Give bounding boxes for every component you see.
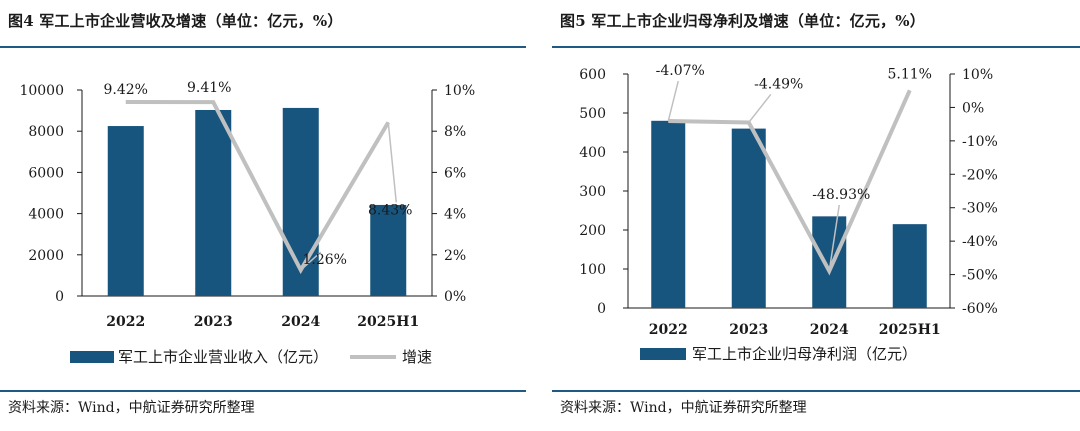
left-axis-tick-label: 10000 xyxy=(19,83,64,99)
figure-title: 图4 军工上市企业营收及增速（单位：亿元，%） xyxy=(8,12,343,30)
top-rule xyxy=(0,46,526,48)
right-axis-tick-label: 6% xyxy=(444,165,466,181)
net-profit-chart-panel: 图5 军工上市企业归母净利及增速（单位：亿元，%） 0 100 200 300 400 5… xyxy=(552,0,1080,431)
bar xyxy=(731,128,766,308)
bottom-rule xyxy=(0,390,526,392)
net-profit-chart: 0 100 200 300 400 500 600 -60% -50% -40% -30% -20% -… xyxy=(579,63,998,363)
left-axis-tick-label: 400 xyxy=(579,145,606,161)
category-label: 2024 xyxy=(810,322,849,338)
right-axis-tick-label: 10% xyxy=(962,67,993,83)
label-leader-line xyxy=(300,251,322,271)
left-axis-tick-label: 600 xyxy=(579,67,606,83)
label-leader-line xyxy=(748,93,772,123)
label-leader-line xyxy=(387,122,397,203)
category-label: 2022 xyxy=(106,314,145,330)
right-axis-tick-label: 10% xyxy=(444,83,475,99)
right-axis-tick-label: -20% xyxy=(962,167,998,183)
left-axis-tick-label: 4000 xyxy=(28,207,64,223)
growth-data-label: 1.26% xyxy=(303,252,347,268)
category-label: 2023 xyxy=(194,314,233,330)
source-note: 资料来源：Wind，中航证券研究所整理 xyxy=(8,400,255,416)
growth-data-label: 9.42% xyxy=(104,82,148,98)
left-axis-tick-label: 500 xyxy=(579,106,606,122)
label-leader-line xyxy=(667,80,679,122)
right-axis-tick-label: -50% xyxy=(962,268,998,284)
category-label: 2025H1 xyxy=(879,322,941,338)
bottom-rule xyxy=(552,390,1080,392)
left-axis-tick-label: 0 xyxy=(597,301,606,317)
source-note: 资料来源：Wind，中航证券研究所整理 xyxy=(560,400,807,416)
label-leader-line xyxy=(828,204,840,272)
right-axis-tick-label: 0% xyxy=(444,289,466,305)
left-axis-tick-label: 200 xyxy=(579,223,606,239)
right-axis-tick-label: -40% xyxy=(962,234,998,250)
growth-line xyxy=(125,99,390,275)
legend-bar-swatch xyxy=(640,348,686,360)
left-axis-tick-label: 0 xyxy=(55,289,64,305)
category-label: 2023 xyxy=(729,322,768,338)
category-label: 2022 xyxy=(649,322,688,338)
category-label: 2024 xyxy=(281,314,320,330)
left-axis-tick-label: 2000 xyxy=(28,248,64,264)
right-axis-tick-label: 8% xyxy=(444,124,466,140)
revenue-chart: 0 2000 4000 6000 8000 10000 0% 2% 4% 6% 8% 10% 2022 2… xyxy=(19,80,475,366)
right-axis-tick-label: -10% xyxy=(962,134,998,150)
bar xyxy=(812,216,847,308)
legend-bar-label: 军工上市企业归母净利润（亿元） xyxy=(692,345,917,363)
bar xyxy=(370,204,407,296)
growth-line xyxy=(668,89,912,276)
left-axis-tick-label: 300 xyxy=(579,184,606,200)
right-axis-tick-label: 4% xyxy=(444,207,466,223)
right-axis-tick-label: -30% xyxy=(962,201,998,217)
left-axis-tick-label: 100 xyxy=(579,262,606,278)
left-axis-tick-label: 6000 xyxy=(28,165,64,181)
right-axis-tick-label: 2% xyxy=(444,248,466,264)
left-axis-tick-label: 8000 xyxy=(28,124,64,140)
bar xyxy=(651,120,686,308)
legend-line-label: 增速 xyxy=(402,348,432,366)
right-axis-tick-label: 0% xyxy=(962,100,984,116)
growth-data-label: -4.07% xyxy=(656,63,705,79)
bar xyxy=(892,224,927,308)
bar xyxy=(107,126,144,296)
legend-bar-swatch xyxy=(70,351,114,363)
revenue-chart-panel: 图4 军工上市企业营收及增速（单位：亿元，%） 0 2000 4000 6000 800… xyxy=(0,0,526,431)
bar xyxy=(195,109,232,296)
right-axis-tick-label: -60% xyxy=(962,301,998,317)
growth-data-label: 5.11% xyxy=(888,66,932,82)
bar xyxy=(282,107,319,296)
growth-data-label: -4.49% xyxy=(754,76,803,92)
figure-title: 图5 军工上市企业归母净利及增速（单位：亿元，%） xyxy=(560,12,925,30)
top-rule xyxy=(552,46,1080,48)
category-label: 2025H1 xyxy=(357,314,419,330)
growth-data-label: -48.93% xyxy=(812,187,870,203)
legend-bar-label: 军工上市企业营业收入（亿元） xyxy=(118,348,328,366)
growth-data-label: 8.43% xyxy=(368,202,412,218)
growth-data-label: 9.41% xyxy=(187,80,231,96)
